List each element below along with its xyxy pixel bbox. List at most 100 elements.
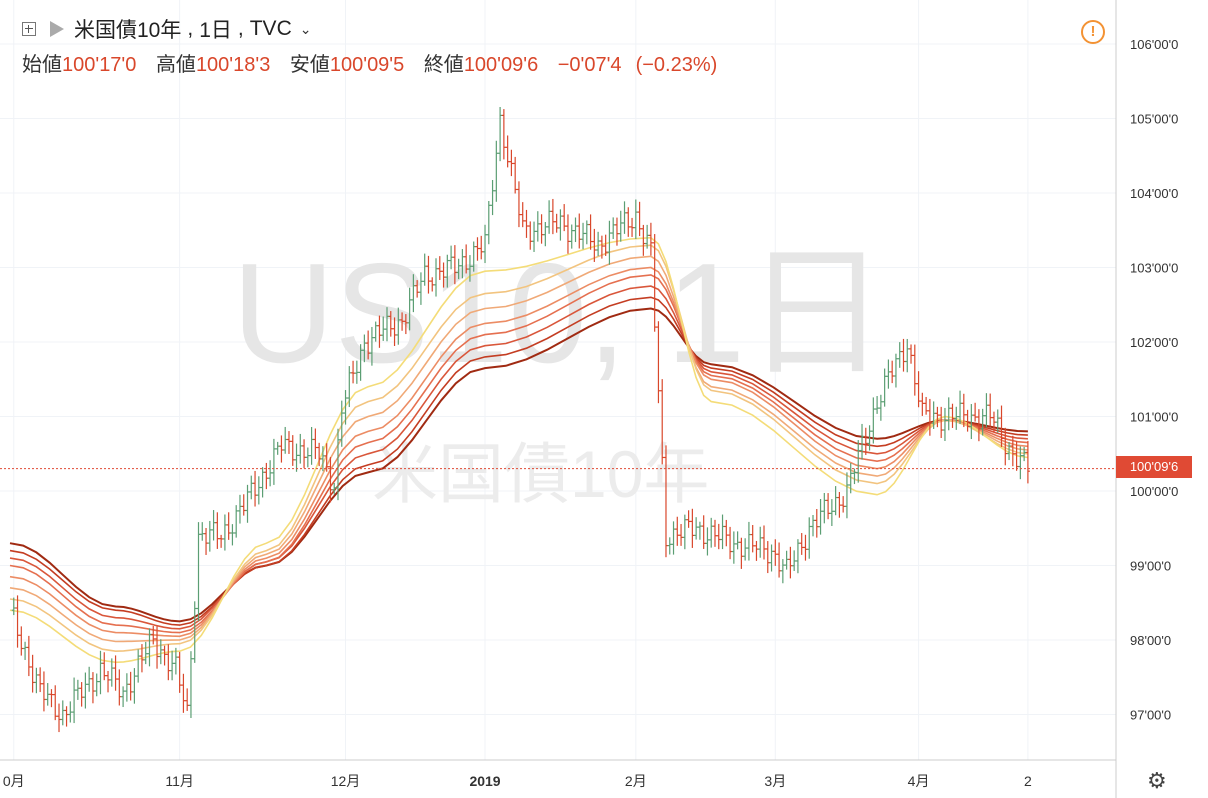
price-bar xyxy=(686,510,691,528)
ribbon-line xyxy=(9,285,1028,630)
price-bar xyxy=(445,254,450,288)
price-bar xyxy=(799,533,804,555)
price-bar xyxy=(494,140,499,202)
price-bar xyxy=(151,625,156,645)
close-label: 終値 xyxy=(423,54,464,76)
time-tick-label: 0月 xyxy=(3,773,25,789)
price-bar xyxy=(501,109,506,160)
price-bar xyxy=(200,522,205,541)
price-bars xyxy=(11,107,1030,733)
price-bar xyxy=(302,439,307,469)
settings-icon[interactable]: ⚙ xyxy=(1147,768,1167,793)
price-bar xyxy=(837,492,842,518)
price-bar xyxy=(253,470,258,507)
price-tick-label: 103'00'0 xyxy=(1130,261,1178,276)
price-bar xyxy=(264,462,269,490)
price-bar xyxy=(486,200,491,245)
price-bar xyxy=(128,671,133,701)
price-bar xyxy=(366,330,371,360)
price-bar xyxy=(875,396,880,414)
price-bar xyxy=(961,393,966,428)
price-bar xyxy=(173,647,178,675)
price-bar xyxy=(626,207,631,237)
alert-icon[interactable]: ! xyxy=(1081,20,1105,44)
price-bar xyxy=(890,360,895,384)
price-bar xyxy=(995,409,1000,433)
price-bar xyxy=(622,201,627,234)
price-bar xyxy=(166,644,171,681)
price-bar xyxy=(369,326,374,366)
price-bar xyxy=(49,689,54,708)
price-bar xyxy=(905,338,910,373)
price-bar xyxy=(196,522,201,622)
price-bar xyxy=(618,210,623,242)
price-bar xyxy=(377,315,382,348)
expand-icon[interactable] xyxy=(22,22,36,36)
symbol-name[interactable]: 米国債10年 xyxy=(74,19,182,42)
price-bar xyxy=(286,431,291,454)
price-bar xyxy=(973,402,978,422)
price-bar xyxy=(991,411,996,433)
price-bar xyxy=(984,393,989,428)
price-bar xyxy=(215,512,220,549)
price-bar xyxy=(769,544,774,572)
price-bar xyxy=(909,344,914,364)
price-bar xyxy=(204,527,209,555)
price-bar xyxy=(976,409,981,442)
price-bar xyxy=(509,149,514,177)
price-bar xyxy=(1025,440,1030,484)
price-bar xyxy=(358,344,363,381)
price-bar xyxy=(483,224,488,264)
price-bar xyxy=(762,525,766,560)
price-bar xyxy=(106,670,111,693)
price-bar xyxy=(437,256,442,281)
price-bar xyxy=(886,359,891,389)
last-price-badge: 100'09'6 xyxy=(1116,456,1192,478)
price-bar xyxy=(780,559,785,584)
flag-icon[interactable] xyxy=(50,21,64,37)
price-bar xyxy=(124,673,129,702)
price-bar xyxy=(935,406,940,428)
price-bar xyxy=(532,221,537,252)
price-bar xyxy=(513,156,518,194)
price-bar xyxy=(829,499,834,526)
exchange[interactable]: TVC xyxy=(249,17,292,40)
price-bar xyxy=(645,224,650,249)
price-bar xyxy=(320,446,325,472)
chart-grid xyxy=(0,0,1116,760)
price-bar xyxy=(72,677,77,724)
price-bar xyxy=(388,311,393,337)
price-bar xyxy=(841,496,846,513)
price-bar xyxy=(30,654,35,693)
chevron-down-icon[interactable]: ⌄ xyxy=(299,20,312,37)
price-bar xyxy=(362,334,367,363)
price-bar xyxy=(143,641,148,665)
price-bar xyxy=(271,438,276,485)
price-bar xyxy=(777,542,782,578)
price-bar xyxy=(479,235,484,260)
price-bar xyxy=(547,200,552,234)
price-bar xyxy=(434,258,439,297)
price-bar xyxy=(822,492,827,524)
price-bar xyxy=(415,280,420,298)
price-bar xyxy=(57,703,62,733)
price-bar xyxy=(449,245,454,270)
price-tick-label: 105'00'0 xyxy=(1130,112,1178,127)
price-bar xyxy=(562,204,567,232)
price-bar xyxy=(309,427,314,465)
price-bar xyxy=(181,673,186,713)
price-bar xyxy=(339,400,344,447)
price-bar xyxy=(117,669,122,706)
price-bar xyxy=(543,222,548,247)
price-bar xyxy=(863,427,868,455)
price-bar xyxy=(954,406,959,430)
time-tick-label: 4月 xyxy=(908,773,930,789)
interval[interactable]: 1日 xyxy=(199,19,232,42)
time-tick-label: 11月 xyxy=(165,773,194,789)
price-bar xyxy=(712,519,717,547)
price-bar xyxy=(648,222,653,256)
price-bar xyxy=(958,390,963,425)
price-bar xyxy=(381,316,386,341)
price-bar xyxy=(716,523,721,550)
